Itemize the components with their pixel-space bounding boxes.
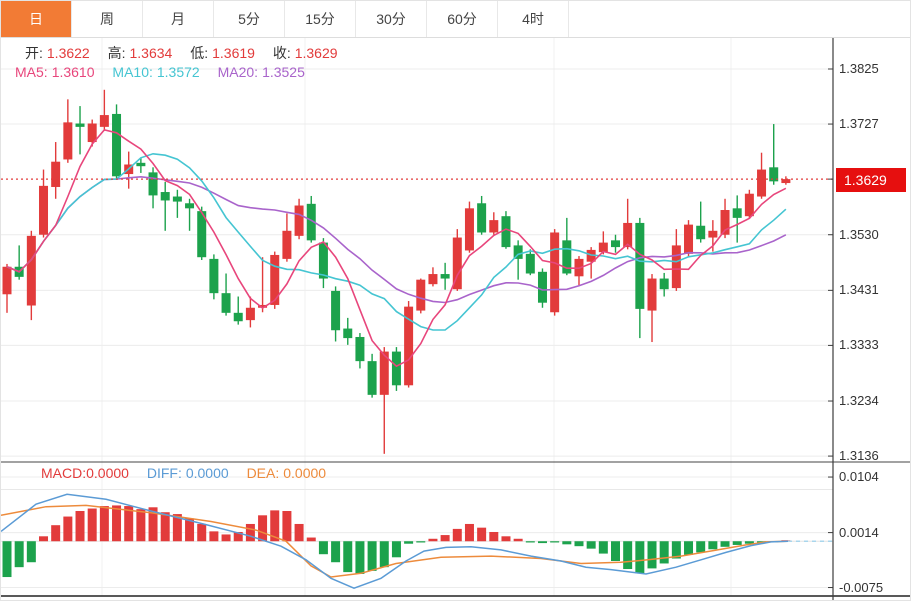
tab-60min[interactable]: 60分 <box>427 1 498 37</box>
ma20-line <box>6 175 787 304</box>
tab-15min[interactable]: 15分 <box>285 1 356 37</box>
macd-tick-label: 0.0104 <box>839 469 879 485</box>
open-label: 开: <box>25 45 43 61</box>
tab-4hour[interactable]: 4时 <box>498 1 569 37</box>
macd-legend: MACD:0.0000 DIFF: 0.0000 DEA: 0.0000 <box>41 465 330 481</box>
price-tick-label: 1.3136 <box>839 448 879 464</box>
ma10-label: MA10: <box>112 64 153 80</box>
price-tick-label: 1.3727 <box>839 116 879 132</box>
open-value: 1.3622 <box>46 45 90 61</box>
ma5-line <box>6 129 787 368</box>
ma5-value: 1.3610 <box>51 64 95 80</box>
price-tick-label: 1.3234 <box>839 393 879 409</box>
price-tick-label: 1.3825 <box>839 61 879 76</box>
price-tick-label: 1.3333 <box>839 337 879 353</box>
diff-line <box>1 493 789 590</box>
ma20-value: 1.3525 <box>262 64 305 80</box>
macd-tick-label: -0.0075 <box>839 579 884 595</box>
tab-month[interactable]: 月 <box>143 1 214 37</box>
low-label: 低: <box>190 45 209 61</box>
dea-line <box>1 504 789 578</box>
tab-30min[interactable]: 30分 <box>356 1 427 37</box>
tab-5min[interactable]: 5分 <box>214 1 285 37</box>
tab-week[interactable]: 周 <box>72 1 143 37</box>
macd-value: 0.0000 <box>86 465 129 481</box>
tab-day[interactable]: 日 <box>1 1 72 37</box>
low-value: 1.3619 <box>212 45 255 61</box>
axes-layer <box>1 38 910 600</box>
ohlc-readout: 开: 1.3622 高: 1.3634 低: 1.3619 收: 1.3629 <box>25 43 342 63</box>
diff-label: DIFF: <box>146 465 182 481</box>
high-label: 高: <box>107 45 126 61</box>
ma-legend: MA5: 1.3610 MA10: 1.3572 MA20: 1.3525 <box>15 64 309 80</box>
price-tick-label: 1.3530 <box>839 226 879 242</box>
diff-value: 0.0000 <box>185 465 229 481</box>
dea-value: 0.0000 <box>283 465 327 481</box>
macd-tick-label: 0.0014 <box>839 524 879 540</box>
current-price-tag: 1.3629 <box>836 168 906 192</box>
price-tick-label: 1.3431 <box>839 282 879 298</box>
ma10-line <box>6 152 787 331</box>
ma5-label: MA5: <box>15 64 48 80</box>
close-value: 1.3629 <box>294 45 338 61</box>
dea-label: DEA: <box>246 465 280 481</box>
period-tab-bar: 日周月 5分 15分 30分 60分 4时 <box>1 1 910 38</box>
ma-lines-layer <box>6 129 787 368</box>
macd-label: MACD: <box>41 465 87 481</box>
close-label: 收: <box>272 45 291 61</box>
macd-lines-layer <box>1 493 833 590</box>
ma20-label: MA20: <box>217 64 259 80</box>
high-value: 1.3634 <box>129 45 173 61</box>
candles-layer <box>2 89 791 454</box>
macd-histogram-layer <box>2 505 791 578</box>
ma10-value: 1.3572 <box>156 64 200 80</box>
